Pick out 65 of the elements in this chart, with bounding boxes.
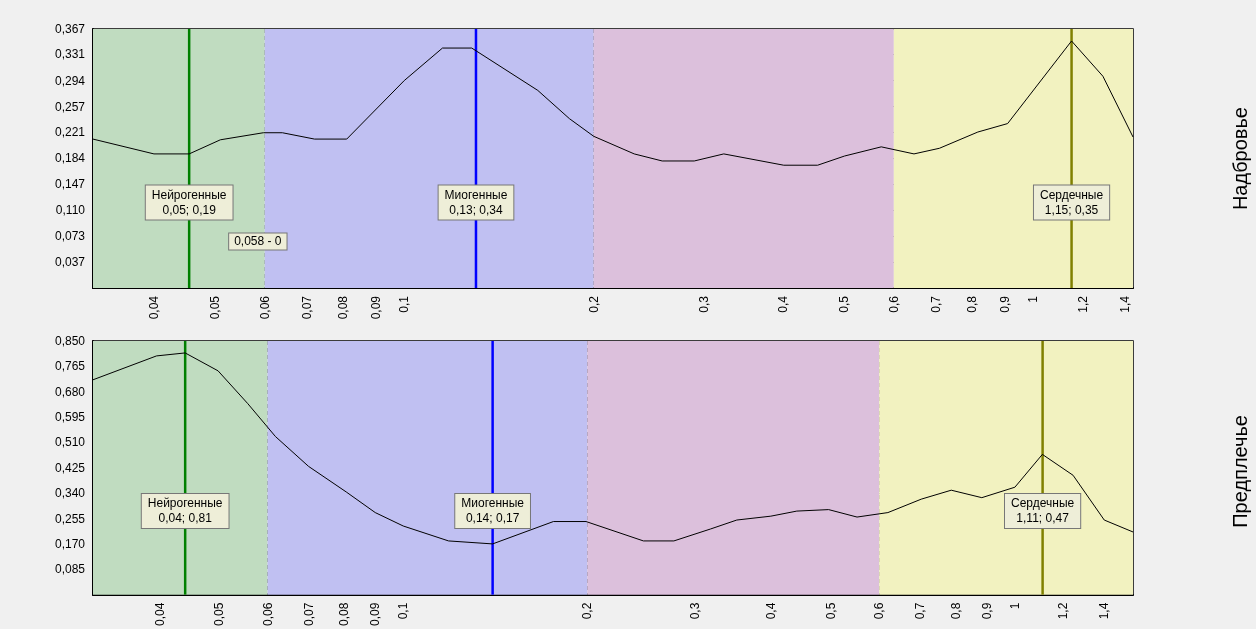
x-tick-label: 0,06	[260, 602, 275, 626]
y-tick-label: 0,294	[54, 73, 86, 88]
y-tick-label: 0,147	[54, 177, 86, 192]
y-tick-label: 0,765	[54, 359, 86, 374]
x-tick-label: 0,1	[396, 602, 411, 620]
x-tick-label: 0,04	[152, 602, 167, 626]
x-tick-label: 0,7	[928, 295, 943, 313]
x-tick-label: 0,07	[299, 295, 314, 320]
x-tick-label: 0,9	[979, 602, 994, 620]
y-tick-label: 0,037	[54, 254, 86, 269]
y-tick-label: 0,595	[54, 410, 86, 425]
y-tick-label: 0,340	[54, 486, 86, 501]
x-tick-label: 1,2	[1076, 295, 1091, 313]
x-tick-label: 0,08	[336, 602, 351, 626]
x-tick-label: 0,2	[586, 295, 601, 313]
x-tick-label: 0,9	[997, 295, 1012, 313]
y-tick-label: 0,510	[54, 435, 86, 450]
x-tick-label: 0,05	[212, 602, 227, 626]
x-tick-label: 0,08	[336, 295, 351, 320]
ref-line-label: Сердечные 1,11; 0,47	[1011, 496, 1075, 526]
y-tick-label: 0,085	[54, 562, 86, 577]
x-tick-label: 0,6	[872, 602, 887, 620]
x-tick-label: 0,1	[397, 295, 412, 313]
x-tick-label: 1,4	[1118, 295, 1133, 313]
x-tick-label: 0,5	[823, 602, 838, 620]
x-tick-label: 0,06	[257, 295, 272, 320]
x-tick-label: 1	[1026, 295, 1041, 303]
y-axis-title: Предплечье	[1229, 414, 1252, 528]
y-tick-label: 0,170	[54, 536, 86, 551]
x-tick-label: 1	[1007, 602, 1022, 610]
x-tick-label: 0,8	[948, 602, 963, 620]
y-tick-label: 0,221	[54, 125, 86, 140]
x-tick-label: 0,09	[368, 602, 383, 626]
x-tick-label: 0,09	[368, 295, 383, 320]
x-tick-label: 0,3	[688, 602, 703, 620]
y-tick-label: 0,073	[54, 229, 86, 244]
y-tick-label: 0,680	[54, 384, 86, 399]
x-tick-label: 0,8	[965, 295, 980, 313]
y-tick-label: 0,110	[55, 203, 86, 218]
x-tick-label: 0,4	[776, 295, 791, 313]
ref-line-label: Нейрогенные 0,05; 0,19	[151, 188, 227, 218]
x-tick-label: 0,07	[301, 602, 316, 626]
x-tick-label: 0,04	[146, 295, 161, 320]
y-tick-label: 0,850	[54, 334, 86, 348]
y-tick-label: 0,331	[54, 47, 86, 62]
y-axis-title: Надбровье	[1229, 107, 1252, 211]
x-tick-label: 0,5	[837, 295, 852, 313]
x-tick-label: 0,3	[697, 295, 712, 313]
x-tick-label: 0,7	[913, 602, 928, 620]
ref-line-label: Сердечные 1,15; 0,35	[1039, 188, 1104, 218]
ref-line-label: Нейрогенные 0,04; 0,81	[147, 496, 223, 526]
x-tick-label: 0,05	[207, 295, 222, 320]
x-tick-label: 0,4	[764, 602, 779, 620]
x-tick-label: 1,2	[1056, 602, 1071, 620]
y-tick-label: 0,425	[54, 460, 86, 475]
ref-line-label: Миогенные 0,14; 0,17	[461, 496, 525, 526]
x-tick-label: 0,6	[886, 295, 901, 313]
y-tick-label: 0,255	[54, 511, 86, 526]
x-tick-label: 0,2	[580, 602, 595, 620]
ref-line-label: Миогенные 0,13; 0,34	[444, 188, 508, 218]
annotation: 0,058 - 0	[234, 234, 282, 249]
y-tick-label: 0,367	[54, 22, 86, 36]
x-tick-label: 1,4	[1097, 602, 1112, 620]
y-tick-label: 0,257	[54, 99, 86, 114]
y-tick-label: 0,184	[54, 151, 86, 166]
